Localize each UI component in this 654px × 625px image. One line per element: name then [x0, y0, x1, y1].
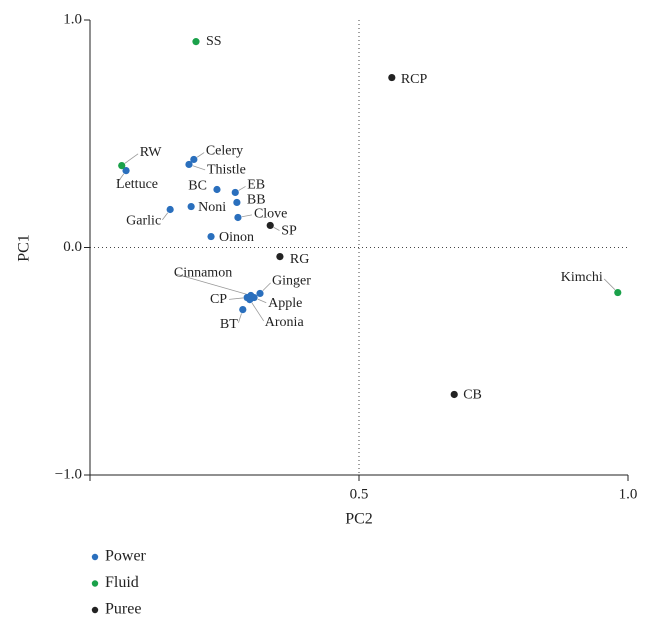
leader-line	[192, 165, 206, 171]
legend-label: Power	[105, 548, 147, 565]
point-label: Noni	[198, 200, 226, 215]
point-label: RCP	[401, 72, 428, 87]
point	[166, 205, 174, 214]
point	[388, 73, 396, 82]
point	[187, 202, 195, 211]
point-label: BT	[220, 317, 238, 332]
legend-label: Fluid	[105, 574, 139, 591]
x-tick-label: 1.0	[619, 486, 638, 502]
point-label: Cinnamon	[174, 266, 232, 281]
legend-label: Puree	[105, 601, 141, 618]
point-label: Oinon	[219, 230, 254, 245]
leader-line	[229, 297, 244, 300]
point	[233, 198, 241, 207]
point-label: CP	[210, 292, 227, 307]
point-label: Lettuce	[116, 177, 158, 192]
point-label: Celery	[206, 144, 243, 159]
point-label: BC	[188, 179, 207, 194]
point-label: Aronia	[265, 315, 305, 330]
point-label: EB	[247, 178, 265, 193]
leader-line	[196, 152, 205, 158]
leader-line	[251, 302, 265, 322]
point	[213, 185, 221, 194]
point	[190, 155, 198, 164]
y-axis-label: PC1	[16, 234, 33, 262]
point	[246, 295, 254, 304]
point-label: SS	[206, 34, 222, 49]
point	[192, 38, 200, 46]
point	[450, 390, 458, 399]
point	[234, 213, 242, 222]
leader-line	[603, 278, 616, 290]
leader-line	[124, 153, 139, 164]
y-tick-label: −1.0	[55, 466, 82, 482]
point	[276, 253, 284, 261]
legend-marker	[91, 606, 99, 614]
point	[256, 289, 264, 298]
leader-line	[238, 186, 246, 191]
point	[207, 232, 215, 241]
point-label: SP	[281, 224, 297, 239]
point	[185, 160, 193, 169]
x-tick-label: 0.5	[350, 486, 369, 502]
leader-line	[257, 298, 267, 304]
leader-line	[262, 282, 271, 291]
point	[122, 167, 130, 175]
point	[231, 188, 239, 197]
point-label: RG	[290, 252, 309, 267]
point-label: Kimchi	[561, 270, 603, 285]
leader-line	[241, 214, 253, 218]
leader-line	[238, 313, 242, 323]
point-label: BB	[247, 193, 266, 208]
legend-marker	[91, 580, 99, 587]
point-label: Ginger	[272, 274, 311, 289]
leader-line	[162, 212, 169, 221]
y-tick-label: 1.0	[63, 11, 82, 27]
x-axis-label: PC2	[345, 511, 373, 528]
point	[118, 162, 126, 170]
point-label: CB	[463, 388, 482, 403]
point-label: Apple	[268, 296, 302, 311]
leader-line	[116, 173, 125, 184]
point-label: Thistle	[207, 163, 246, 178]
point	[266, 221, 274, 230]
point-label: Clove	[254, 207, 287, 222]
point-label: RW	[140, 145, 163, 160]
legend-marker	[91, 553, 99, 561]
leader-line	[273, 226, 280, 231]
point	[239, 306, 247, 314]
point-label: Garlic	[126, 214, 161, 229]
y-tick-label: 0.0	[63, 239, 82, 255]
point	[614, 288, 622, 297]
leader-line	[175, 273, 248, 295]
